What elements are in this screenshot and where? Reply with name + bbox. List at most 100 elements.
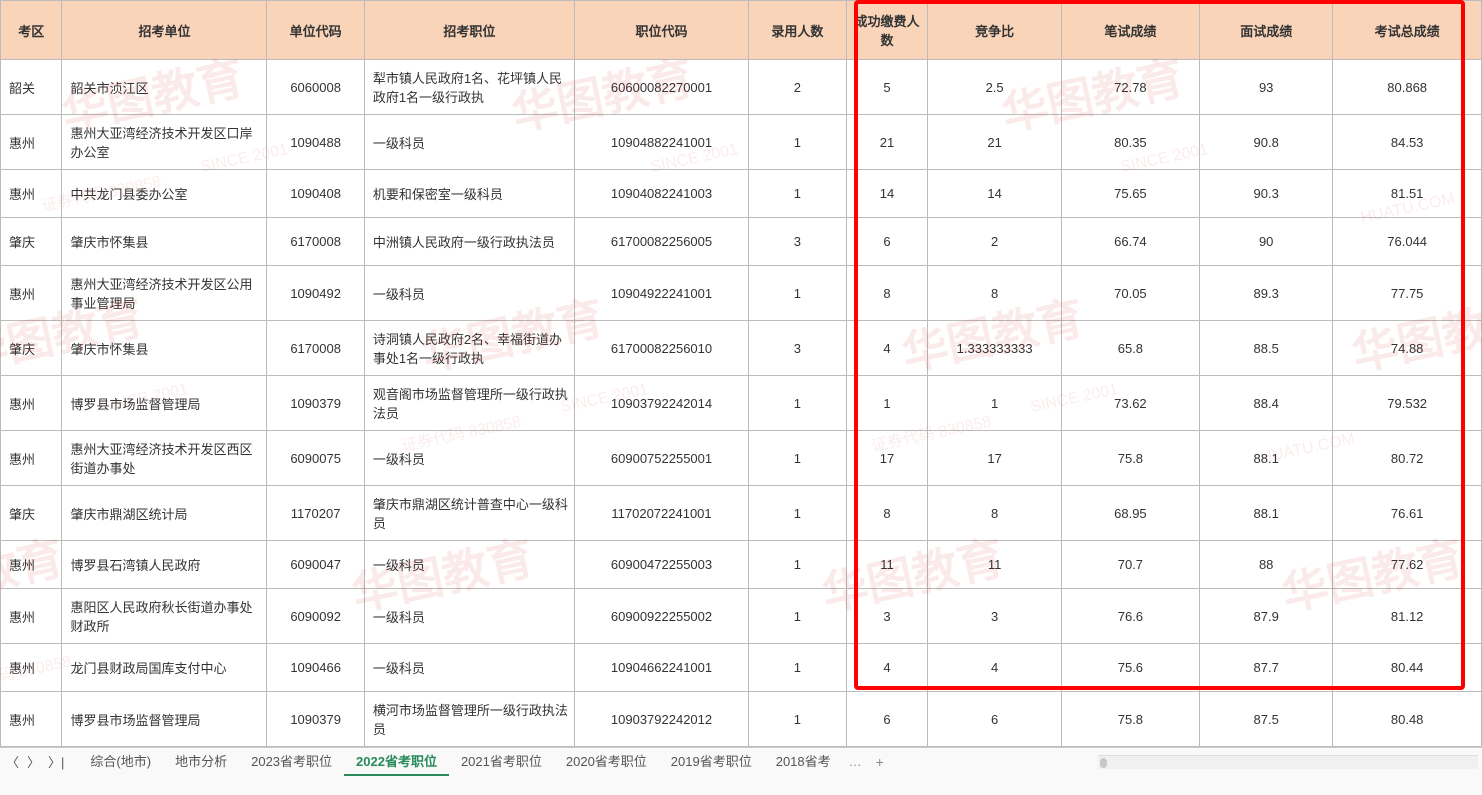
cell-total[interactable]: 80.868	[1333, 60, 1482, 115]
cell-hires[interactable]: 1	[749, 486, 846, 541]
col-header-area[interactable]: 考区	[1, 1, 62, 60]
cell-total[interactable]: 74.88	[1333, 321, 1482, 376]
cell-paid[interactable]: 6	[846, 692, 928, 747]
cell-org[interactable]: 惠阳区人民政府秋长街道办事处财政所	[62, 589, 267, 644]
cell-area[interactable]: 惠州	[1, 376, 62, 431]
cell-hires[interactable]: 1	[749, 644, 846, 692]
col-header-total[interactable]: 考试总成绩	[1333, 1, 1482, 60]
cell-area[interactable]: 惠州	[1, 170, 62, 218]
cell-unit_code[interactable]: 6090047	[267, 541, 364, 589]
table-row[interactable]: 惠州中共龙门县委办公室1090408机要和保密室一级科员109040822410…	[1, 170, 1482, 218]
table-row[interactable]: 肇庆肇庆市鼎湖区统计局1170207肇庆市鼎湖区统计普查中心一级科员117020…	[1, 486, 1482, 541]
cell-area[interactable]: 惠州	[1, 692, 62, 747]
cell-total[interactable]: 79.532	[1333, 376, 1482, 431]
cell-position[interactable]: 观音阁市场监督管理所一级行政执法员	[364, 376, 574, 431]
cell-position[interactable]: 一级科员	[364, 431, 574, 486]
col-header-hires[interactable]: 录用人数	[749, 1, 846, 60]
cell-hires[interactable]: 1	[749, 431, 846, 486]
cell-ratio[interactable]: 2.5	[928, 60, 1061, 115]
cell-written[interactable]: 65.8	[1061, 321, 1199, 376]
sheet-tab[interactable]: 地市分析	[163, 747, 239, 776]
cell-interview[interactable]: 87.7	[1200, 644, 1333, 692]
cell-written[interactable]: 70.7	[1061, 541, 1199, 589]
cell-paid[interactable]: 21	[846, 115, 928, 170]
table-row[interactable]: 惠州惠州大亚湾经济技术开发区西区街道办事处6090075一级科员60900752…	[1, 431, 1482, 486]
cell-ratio[interactable]: 4	[928, 644, 1061, 692]
cell-position[interactable]: 犁市镇人民政府1名、花坪镇人民政府1名一级行政执	[364, 60, 574, 115]
cell-pos_code[interactable]: 10904882241001	[574, 115, 748, 170]
cell-ratio[interactable]: 14	[928, 170, 1061, 218]
cell-org[interactable]: 博罗县市场监督管理局	[62, 692, 267, 747]
table-row[interactable]: 肇庆肇庆市怀集县6170008诗洞镇人民政府2名、幸福街道办事处1名一级行政执6…	[1, 321, 1482, 376]
table-row[interactable]: 惠州博罗县市场监督管理局1090379横河市场监督管理所一级行政执法员10903…	[1, 692, 1482, 747]
cell-hires[interactable]: 1	[749, 115, 846, 170]
sheet-nav-last[interactable]: 〉|	[46, 752, 66, 771]
cell-ratio[interactable]: 8	[928, 486, 1061, 541]
cell-pos_code[interactable]: 10903792242014	[574, 376, 748, 431]
cell-total[interactable]: 80.48	[1333, 692, 1482, 747]
cell-hires[interactable]: 3	[749, 321, 846, 376]
cell-interview[interactable]: 87.5	[1200, 692, 1333, 747]
cell-unit_code[interactable]: 6170008	[267, 218, 364, 266]
cell-position[interactable]: 一级科员	[364, 115, 574, 170]
cell-pos_code[interactable]: 10903792242012	[574, 692, 748, 747]
scrollbar-thumb[interactable]	[1100, 758, 1107, 768]
cell-org[interactable]: 肇庆市怀集县	[62, 321, 267, 376]
cell-unit_code[interactable]: 1090466	[267, 644, 364, 692]
cell-paid[interactable]: 17	[846, 431, 928, 486]
cell-paid[interactable]: 4	[846, 321, 928, 376]
cell-pos_code[interactable]: 11702072241001	[574, 486, 748, 541]
cell-position[interactable]: 一级科员	[364, 266, 574, 321]
sheet-tab[interactable]: 综合(地市)	[78, 747, 163, 776]
cell-interview[interactable]: 90	[1200, 218, 1333, 266]
cell-hires[interactable]: 1	[749, 266, 846, 321]
sheet-tab[interactable]: 2020省考职位	[554, 747, 659, 776]
cell-ratio[interactable]: 21	[928, 115, 1061, 170]
cell-paid[interactable]: 1	[846, 376, 928, 431]
table-row[interactable]: 惠州惠阳区人民政府秋长街道办事处财政所6090092一级科员6090092225…	[1, 589, 1482, 644]
cell-interview[interactable]: 90.3	[1200, 170, 1333, 218]
cell-org[interactable]: 博罗县石湾镇人民政府	[62, 541, 267, 589]
cell-written[interactable]: 75.65	[1061, 170, 1199, 218]
cell-unit_code[interactable]: 6090092	[267, 589, 364, 644]
cell-total[interactable]: 76.044	[1333, 218, 1482, 266]
cell-total[interactable]: 77.62	[1333, 541, 1482, 589]
col-header-ratio[interactable]: 竞争比	[928, 1, 1061, 60]
col-header-unit_code[interactable]: 单位代码	[267, 1, 364, 60]
cell-ratio[interactable]: 1.333333333	[928, 321, 1061, 376]
cell-pos_code[interactable]: 60900472255003	[574, 541, 748, 589]
cell-interview[interactable]: 88.5	[1200, 321, 1333, 376]
col-header-position[interactable]: 招考职位	[364, 1, 574, 60]
cell-unit_code[interactable]: 1090492	[267, 266, 364, 321]
cell-unit_code[interactable]: 1090408	[267, 170, 364, 218]
table-row[interactable]: 惠州惠州大亚湾经济技术开发区口岸办公室1090488一级科员1090488224…	[1, 115, 1482, 170]
cell-written[interactable]: 70.05	[1061, 266, 1199, 321]
cell-written[interactable]: 80.35	[1061, 115, 1199, 170]
cell-written[interactable]: 68.95	[1061, 486, 1199, 541]
cell-interview[interactable]: 93	[1200, 60, 1333, 115]
cell-org[interactable]: 韶关市浈江区	[62, 60, 267, 115]
cell-written[interactable]: 75.6	[1061, 644, 1199, 692]
cell-interview[interactable]: 90.8	[1200, 115, 1333, 170]
cell-area[interactable]: 惠州	[1, 266, 62, 321]
cell-hires[interactable]: 1	[749, 589, 846, 644]
cell-unit_code[interactable]: 1170207	[267, 486, 364, 541]
cell-area[interactable]: 韶关	[1, 60, 62, 115]
cell-total[interactable]: 76.61	[1333, 486, 1482, 541]
cell-interview[interactable]: 88	[1200, 541, 1333, 589]
cell-written[interactable]: 72.78	[1061, 60, 1199, 115]
cell-total[interactable]: 77.75	[1333, 266, 1482, 321]
cell-hires[interactable]: 1	[749, 541, 846, 589]
cell-pos_code[interactable]: 61700082256005	[574, 218, 748, 266]
cell-unit_code[interactable]: 6170008	[267, 321, 364, 376]
add-sheet-button[interactable]: +	[868, 754, 892, 770]
cell-ratio[interactable]: 6	[928, 692, 1061, 747]
cell-org[interactable]: 惠州大亚湾经济技术开发区公用事业管理局	[62, 266, 267, 321]
cell-total[interactable]: 81.12	[1333, 589, 1482, 644]
cell-pos_code[interactable]: 10904922241001	[574, 266, 748, 321]
cell-written[interactable]: 76.6	[1061, 589, 1199, 644]
sheet-tab[interactable]: 2018省考	[764, 747, 843, 776]
cell-org[interactable]: 龙门县财政局国库支付中心	[62, 644, 267, 692]
cell-interview[interactable]: 88.4	[1200, 376, 1333, 431]
cell-area[interactable]: 肇庆	[1, 321, 62, 376]
